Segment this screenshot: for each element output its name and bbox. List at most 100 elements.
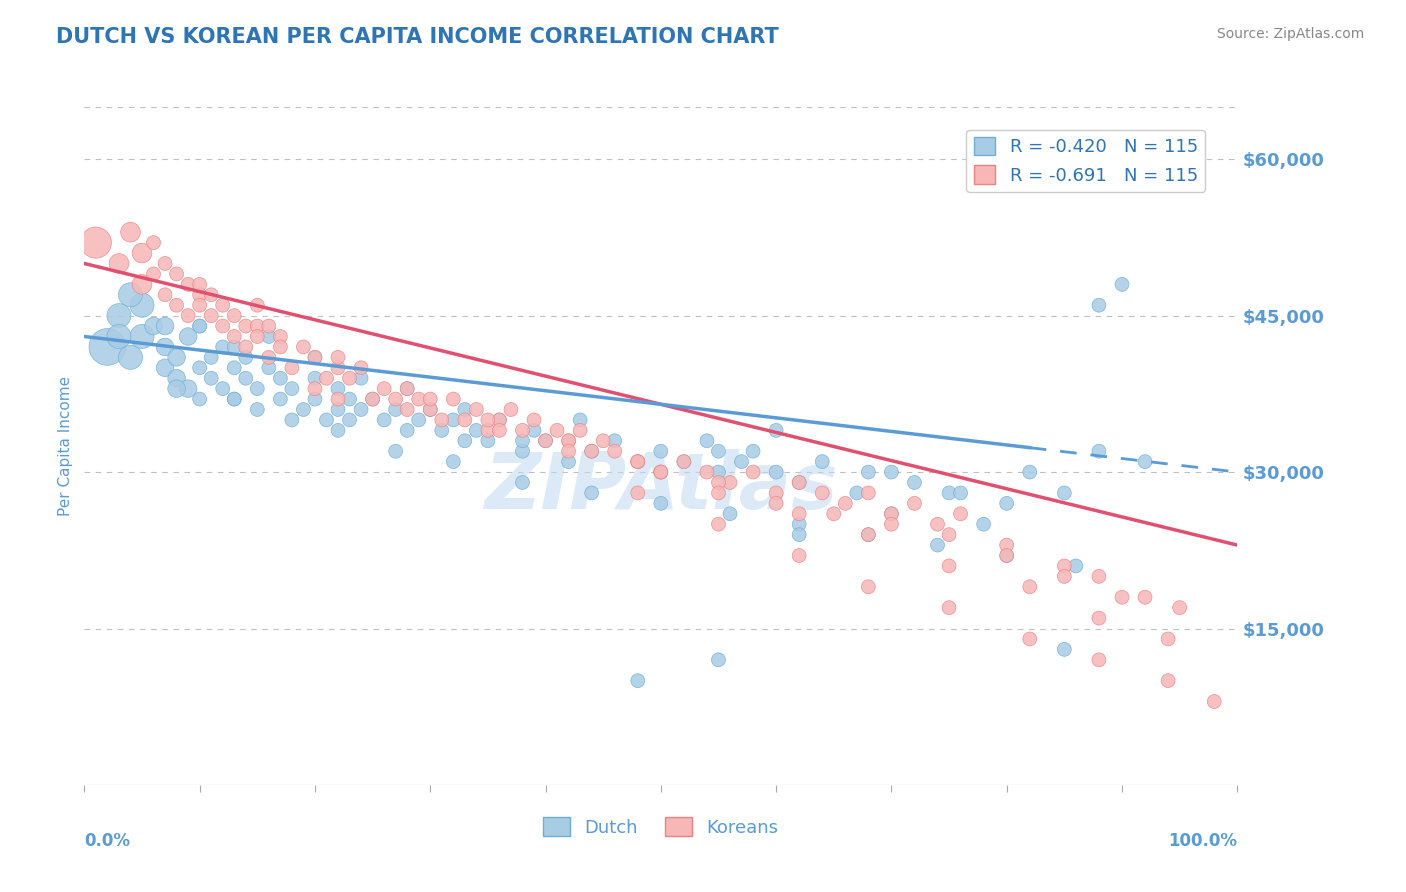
Point <box>246 298 269 312</box>
Point <box>557 434 579 448</box>
Point <box>858 465 880 479</box>
Point <box>707 465 730 479</box>
Point <box>326 351 349 365</box>
Point <box>339 371 361 385</box>
Point <box>200 309 222 323</box>
Point <box>1168 600 1191 615</box>
Point <box>120 351 142 365</box>
Point <box>523 423 546 437</box>
Text: Source: ZipAtlas.com: Source: ZipAtlas.com <box>1216 27 1364 41</box>
Point <box>373 382 395 396</box>
Point <box>304 392 326 406</box>
Point <box>246 402 269 417</box>
Point <box>441 392 464 406</box>
Point <box>1088 611 1111 625</box>
Point <box>326 382 349 396</box>
Point <box>166 267 188 281</box>
Point <box>419 402 441 417</box>
Point <box>465 423 488 437</box>
Point <box>927 517 949 532</box>
Point <box>1088 298 1111 312</box>
Point <box>281 382 304 396</box>
Point <box>257 351 280 365</box>
Point <box>166 382 188 396</box>
Y-axis label: Per Capita Income: Per Capita Income <box>58 376 73 516</box>
Point <box>153 360 176 375</box>
Point <box>339 392 361 406</box>
Point <box>650 465 672 479</box>
Point <box>787 475 810 490</box>
Point <box>408 413 430 427</box>
Point <box>765 423 787 437</box>
Point <box>454 413 477 427</box>
Point <box>211 319 233 334</box>
Point <box>454 434 477 448</box>
Point <box>315 413 337 427</box>
Point <box>995 549 1018 563</box>
Point <box>581 444 603 458</box>
Point <box>326 402 349 417</box>
Point <box>557 444 579 458</box>
Point <box>350 402 373 417</box>
Point <box>326 423 349 437</box>
Point <box>696 434 718 448</box>
Point <box>361 392 384 406</box>
Point <box>995 496 1018 510</box>
Point <box>787 475 810 490</box>
Point <box>938 527 960 541</box>
Point <box>235 319 257 334</box>
Point <box>672 455 695 469</box>
Point <box>465 402 488 417</box>
Point <box>396 382 419 396</box>
Point <box>672 455 695 469</box>
Point <box>441 455 464 469</box>
Point <box>211 298 233 312</box>
Point <box>707 517 730 532</box>
Point <box>858 486 880 500</box>
Point <box>131 298 153 312</box>
Point <box>523 413 546 427</box>
Point <box>166 351 188 365</box>
Point <box>488 423 510 437</box>
Point <box>707 444 730 458</box>
Point <box>1053 486 1076 500</box>
Point <box>166 371 188 385</box>
Point <box>142 267 165 281</box>
Point <box>235 351 257 365</box>
Point <box>880 507 903 521</box>
Point <box>1133 455 1156 469</box>
Point <box>512 444 534 458</box>
Point <box>557 434 579 448</box>
Point <box>108 309 131 323</box>
Point <box>396 402 419 417</box>
Point <box>811 486 834 500</box>
Text: DUTCH VS KOREAN PER CAPITA INCOME CORRELATION CHART: DUTCH VS KOREAN PER CAPITA INCOME CORREL… <box>56 27 779 46</box>
Point <box>419 402 441 417</box>
Point <box>153 340 176 354</box>
Point <box>995 549 1018 563</box>
Point <box>326 392 349 406</box>
Point <box>499 402 522 417</box>
Point <box>650 496 672 510</box>
Point <box>269 340 291 354</box>
Point <box>257 360 280 375</box>
Point <box>108 256 131 270</box>
Point <box>949 507 972 521</box>
Point <box>1111 591 1133 605</box>
Point <box>534 434 557 448</box>
Point <box>269 392 291 406</box>
Point <box>292 402 315 417</box>
Point <box>845 486 868 500</box>
Point <box>627 673 650 688</box>
Point <box>811 455 834 469</box>
Point <box>304 351 326 365</box>
Point <box>973 517 995 532</box>
Point <box>477 423 499 437</box>
Point <box>246 329 269 343</box>
Point <box>188 287 211 301</box>
Point <box>153 256 176 270</box>
Point <box>765 465 787 479</box>
Point <box>1157 632 1180 646</box>
Point <box>304 371 326 385</box>
Point <box>707 486 730 500</box>
